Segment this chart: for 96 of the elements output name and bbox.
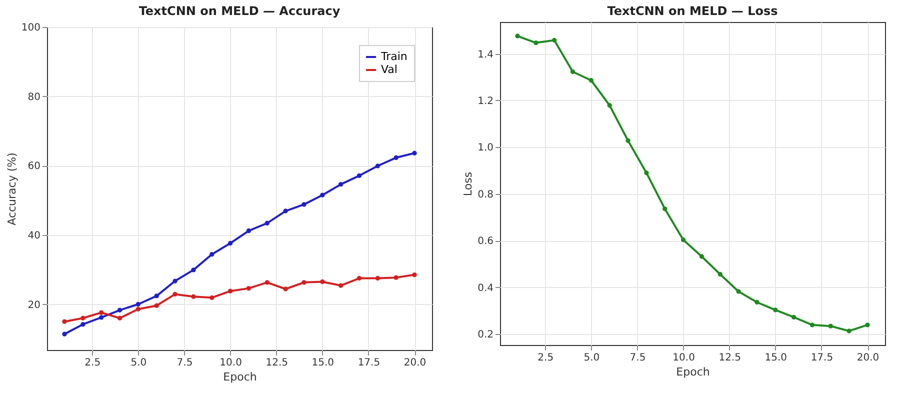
point bbox=[117, 308, 122, 312]
point bbox=[80, 322, 86, 327]
point bbox=[191, 294, 196, 299]
y-tick-label: 0.2 bbox=[478, 330, 494, 341]
point bbox=[680, 238, 686, 242]
point bbox=[98, 310, 104, 315]
y-tick-label: 1.0 bbox=[478, 142, 494, 154]
point bbox=[338, 283, 344, 288]
point bbox=[773, 308, 778, 312]
x-tick-label: 5.0 bbox=[130, 358, 147, 368]
point bbox=[607, 103, 612, 108]
x-tick-label: 2.5 bbox=[84, 358, 101, 368]
point bbox=[356, 276, 362, 281]
point bbox=[80, 316, 86, 320]
point bbox=[810, 322, 815, 328]
point bbox=[228, 288, 233, 294]
y-tick-label: 20 bbox=[28, 300, 40, 311]
x-tick-label: 17.5 bbox=[810, 352, 834, 364]
point bbox=[846, 328, 852, 334]
point bbox=[552, 38, 557, 43]
point bbox=[283, 286, 288, 292]
point bbox=[644, 170, 649, 176]
point bbox=[117, 316, 122, 320]
chart-title: TextCNN on MELD — Loss bbox=[607, 4, 778, 18]
point bbox=[320, 192, 325, 198]
y-tick-label: 0.8 bbox=[478, 189, 494, 200]
x-tick-label: 5.0 bbox=[584, 352, 600, 364]
point bbox=[588, 78, 594, 83]
point bbox=[394, 275, 398, 280]
point bbox=[210, 295, 214, 300]
point bbox=[534, 40, 538, 46]
x-tick-label: 12.5 bbox=[266, 358, 288, 368]
y-tick-label: 0.4 bbox=[478, 282, 494, 294]
point bbox=[228, 240, 233, 246]
y-axis-title: Accuracy (%) bbox=[5, 152, 18, 226]
point bbox=[412, 150, 417, 156]
x-tick-label: 7.5 bbox=[176, 358, 193, 368]
point bbox=[320, 279, 325, 284]
point bbox=[662, 206, 668, 212]
point bbox=[172, 278, 178, 284]
point bbox=[246, 286, 252, 291]
legend-label: Train bbox=[380, 50, 408, 63]
x-tick-label: 15.0 bbox=[764, 352, 788, 364]
x-tick-label: 10.0 bbox=[220, 358, 242, 368]
point bbox=[754, 300, 760, 305]
point bbox=[191, 268, 196, 272]
point bbox=[154, 294, 159, 298]
point bbox=[62, 332, 67, 336]
point bbox=[375, 164, 380, 168]
point bbox=[356, 173, 362, 178]
y-tick-label: 1.4 bbox=[478, 49, 494, 60]
point bbox=[515, 34, 520, 38]
point bbox=[375, 276, 380, 281]
point bbox=[246, 228, 252, 234]
x-tick-label: 2.5 bbox=[538, 352, 554, 364]
y-tick-label: 1.2 bbox=[478, 96, 494, 107]
point bbox=[302, 202, 306, 207]
x-tick-label: 17.5 bbox=[358, 358, 380, 368]
x-tick-label: 7.5 bbox=[630, 352, 646, 364]
point bbox=[412, 272, 417, 278]
point bbox=[338, 182, 344, 187]
point bbox=[154, 303, 159, 308]
point bbox=[736, 289, 741, 294]
x-axis-title: Epoch bbox=[223, 370, 257, 384]
point bbox=[791, 314, 796, 320]
point bbox=[570, 69, 576, 74]
point bbox=[699, 254, 704, 259]
x-tick-label: 10.0 bbox=[672, 352, 695, 364]
point bbox=[172, 292, 178, 297]
point bbox=[136, 306, 141, 312]
point bbox=[264, 280, 270, 285]
point bbox=[828, 324, 834, 328]
y-tick-label: 60 bbox=[28, 161, 40, 172]
point bbox=[302, 280, 306, 285]
x-tick-label: 12.5 bbox=[718, 352, 741, 364]
point bbox=[210, 252, 214, 257]
x-axis-title: Epoch bbox=[676, 366, 710, 378]
point bbox=[98, 315, 104, 320]
point bbox=[283, 208, 288, 214]
point bbox=[62, 319, 67, 324]
point bbox=[626, 138, 630, 143]
x-tick-label: 20.0 bbox=[856, 352, 880, 364]
point bbox=[865, 322, 870, 328]
legend-label: Val bbox=[381, 63, 398, 76]
point bbox=[718, 272, 722, 277]
point bbox=[136, 302, 141, 307]
chart-title: TextCNN on MELD — Accuracy bbox=[138, 4, 340, 18]
x-tick-label: 20.0 bbox=[404, 358, 426, 368]
point bbox=[264, 220, 270, 226]
point bbox=[394, 155, 398, 160]
y-tick-label: 0.6 bbox=[478, 236, 494, 248]
x-tick-label: 15.0 bbox=[312, 358, 334, 368]
y-tick-label: 100 bbox=[21, 22, 40, 34]
y-tick-label: 40 bbox=[28, 230, 40, 242]
y-axis-title: Loss bbox=[462, 172, 475, 196]
y-tick-label: 80 bbox=[28, 92, 40, 103]
